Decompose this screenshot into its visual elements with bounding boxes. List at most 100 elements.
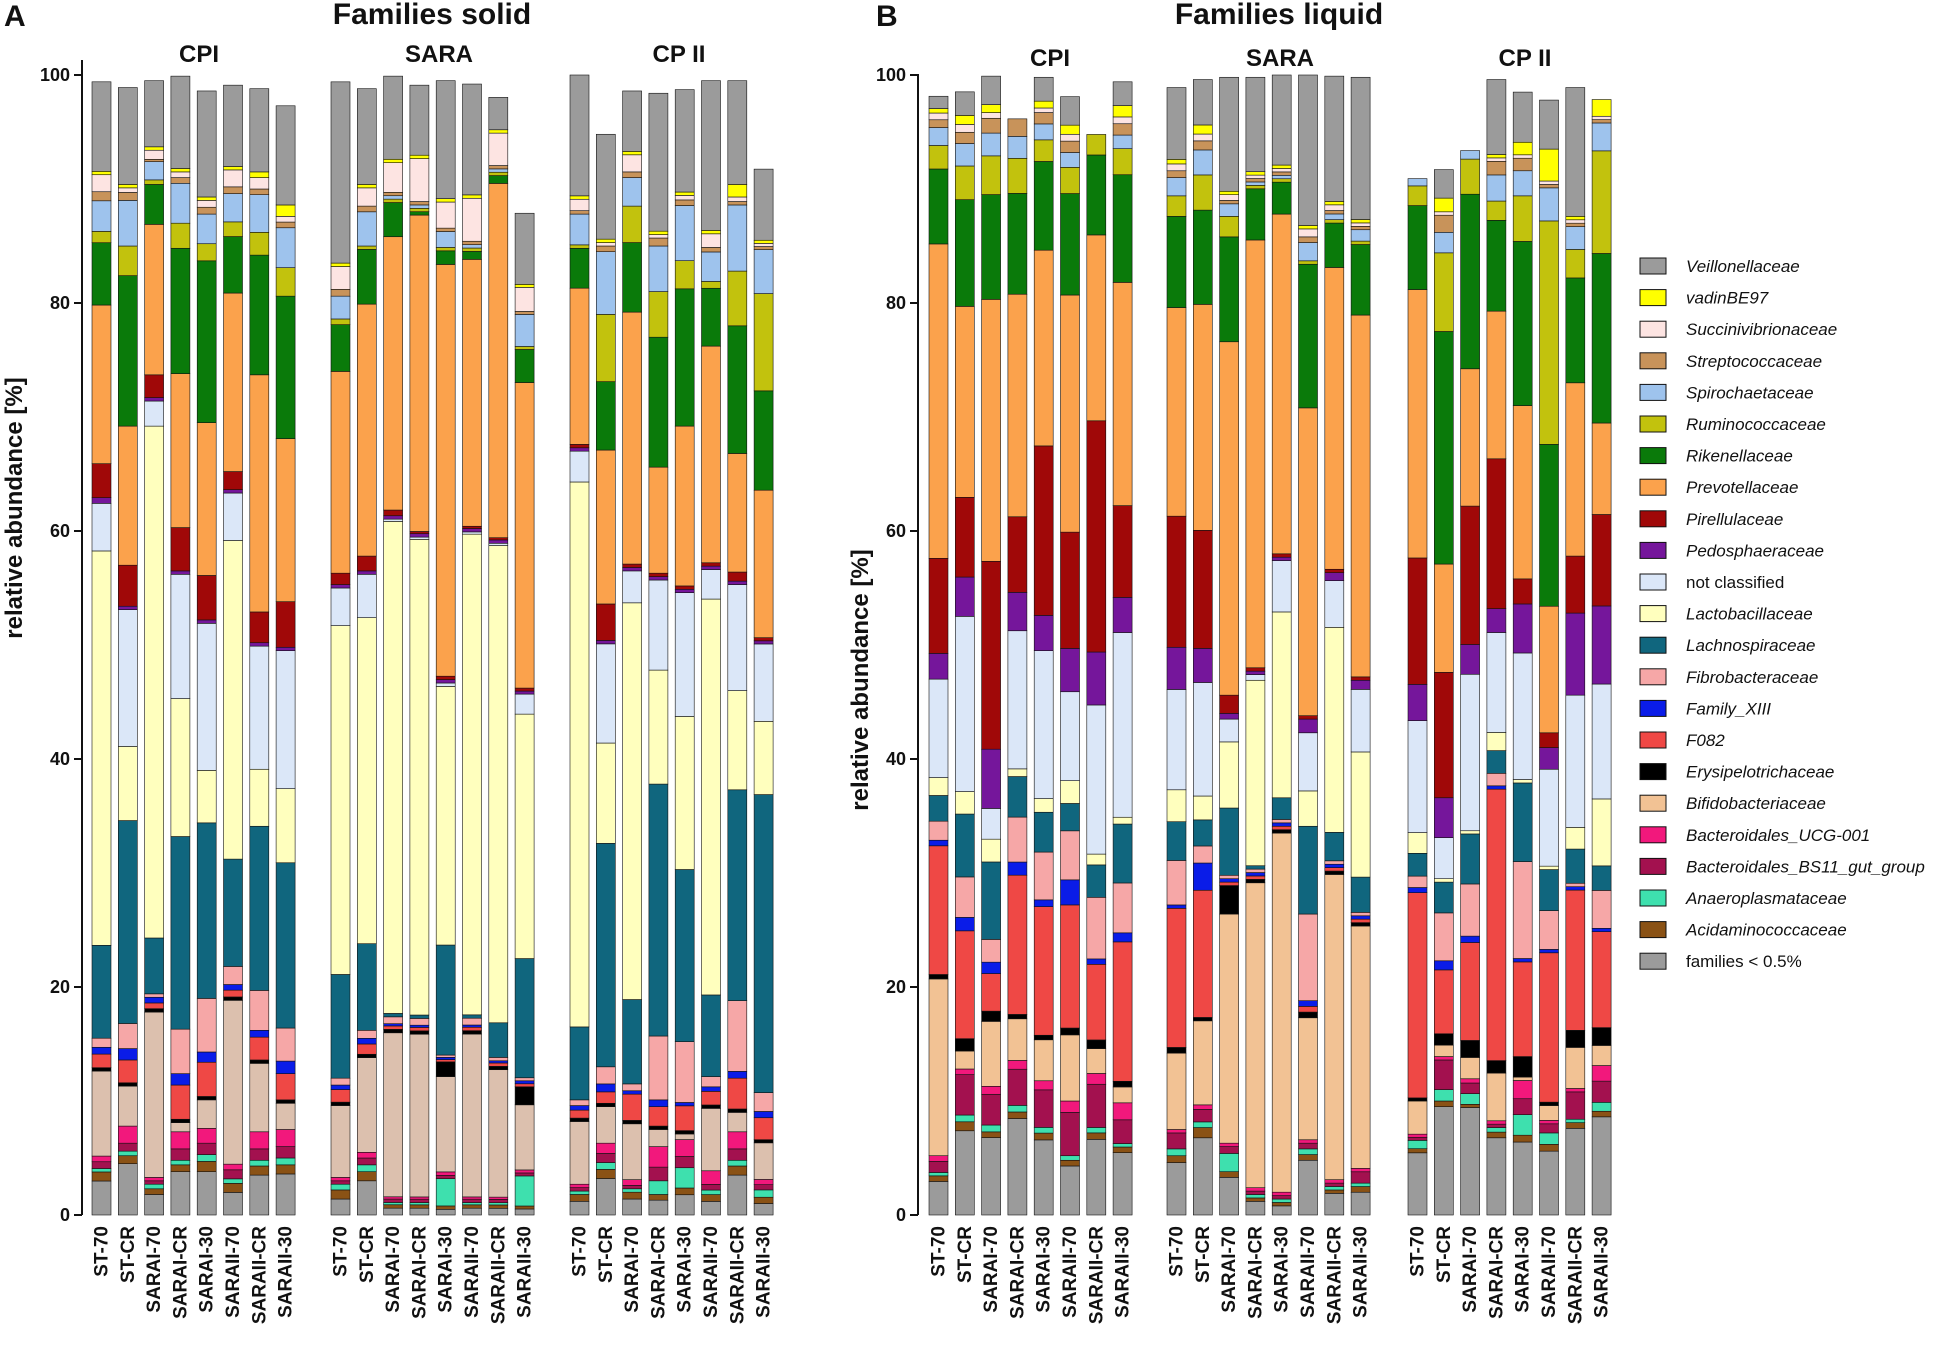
segment-fibrobacteraceae [753, 1092, 774, 1112]
segment-pirellulaceae [1033, 445, 1054, 616]
segment-erysipelotrichaceae [1407, 1097, 1428, 1102]
segment-anaeroplasmataceae [981, 1124, 1001, 1133]
segment-f082 [1434, 969, 1454, 1035]
segment-prevotellaceae [118, 425, 138, 566]
segment-anaeroplasmataceae [356, 1164, 377, 1172]
segment-pirellulaceae [356, 555, 377, 572]
segment-veillonellaceae [1060, 96, 1080, 126]
segment-bifidobacteriaceae [595, 1106, 616, 1144]
segment-ruminococcaceae [1219, 216, 1239, 238]
segment-vadinbe97 [330, 262, 351, 267]
legend-swatch-pirellulaceae [1639, 510, 1667, 528]
bar-sara-saraii-cr [488, 97, 509, 1216]
segment-anaeroplasmataceae [330, 1183, 351, 1191]
legend-label-lactobacillaceae: Lactobacillaceae [1686, 605, 1813, 624]
segment-pedosphaeraceae [170, 570, 191, 575]
segment-ruminococcaceae [144, 179, 164, 185]
segment-prevotellaceae [330, 371, 351, 574]
segment-acidaminococcaceae [1434, 1100, 1454, 1107]
segment-lachnospiraceae [1324, 832, 1345, 862]
segment-streptococcaceae [753, 246, 774, 250]
segment-f082 [514, 1083, 535, 1088]
segment-lachnospiraceae [330, 974, 351, 1079]
segment-bacteroidales-ucg-001 [1324, 1179, 1345, 1184]
segment-streptococcaceae [648, 237, 669, 247]
segment-f082 [1166, 908, 1187, 1048]
segment-family-xiii [1219, 878, 1239, 883]
segment-rikenellaceae [1245, 188, 1266, 241]
segment-lachnospiraceae [595, 843, 616, 1068]
segment-lactobacillaceae [1033, 798, 1054, 813]
segment-acidaminococcaceae [954, 1121, 975, 1132]
segment-pirellulaceae [1407, 557, 1428, 685]
segment-bacteroidales-ucg-001 [249, 1131, 270, 1150]
segment-f082 [1350, 918, 1371, 923]
x-label-sara-saraii-30: SARAII-30 [515, 1226, 536, 1318]
segment-pirellulaceae [569, 444, 590, 449]
segment-erysipelotrichaceae [409, 1030, 430, 1035]
bar-sara-sarai-70 [383, 75, 403, 1216]
segment-rikenellaceae [118, 275, 138, 427]
segment-bacteroidales-bs11-gut-group [595, 1153, 616, 1163]
segment-ruminococcaceae [223, 221, 243, 237]
segment-lachnospiraceae [1007, 776, 1028, 818]
segment-fibrobacteraceae [1060, 830, 1080, 881]
panel-b-y-ticks: 0 20 40 60 80 100 [876, 65, 918, 1225]
segment-fibrobacteraceae [1565, 882, 1586, 887]
segment-spirochaetaceae [1324, 213, 1345, 220]
segment-ruminococcaceae [1271, 178, 1292, 183]
segment-family-xiii [1193, 862, 1213, 891]
segment-rikenellaceae [144, 184, 164, 225]
segment-rikenellaceae [701, 287, 721, 347]
segment-acidaminococcaceae [91, 1171, 112, 1182]
segment-acidaminococcaceae [1539, 1144, 1559, 1152]
segment-lachnospiraceae [1591, 865, 1612, 891]
segment-succinivibrionaceae [701, 233, 721, 248]
segment-veillonellaceae [1112, 81, 1133, 106]
segment-spirochaetaceae [1565, 226, 1586, 250]
bar-cp-ii-sarai-cr [1486, 79, 1507, 1216]
segment-lactobacillaceae [91, 550, 112, 946]
segment-succinivibrionaceae [1350, 222, 1371, 227]
x-label-cpi-st-70: ST-70 [929, 1226, 950, 1277]
segment-bacteroidales-ucg-001 [1407, 1133, 1428, 1138]
segment-veillonellaceae [144, 80, 164, 148]
segment-f082 [648, 1106, 669, 1127]
segment-veillonellaceae [1324, 75, 1345, 202]
segment-spirochaetaceae [595, 251, 616, 315]
segment-rikenellaceae [249, 254, 270, 376]
legend-swatch-f082 [1639, 731, 1667, 749]
segment-pedosphaeraceae [981, 748, 1001, 809]
segment-prevotellaceae [1219, 341, 1239, 696]
segment-not-classified [595, 643, 616, 744]
legend-label-pedosphaeraceae: Pedosphaeraceae [1686, 541, 1824, 560]
segment-prevotellaceae [223, 292, 243, 472]
segment-ruminococcaceae [249, 232, 270, 256]
segment-pirellulaceae [595, 603, 616, 641]
segment-succinivibrionaceae [1060, 133, 1080, 142]
x-label-cp-ii-sarai-cr: SARAI-CR [1486, 1226, 1507, 1319]
segment-vadinbe97 [409, 154, 430, 159]
segment-bacteroidales-bs11-gut-group [144, 1180, 164, 1185]
segment-lachnospiraceae [356, 943, 377, 1031]
segment-families-0-5 [1486, 1137, 1507, 1216]
segment-not-classified [1407, 720, 1428, 833]
segment-vadinbe97 [1112, 105, 1133, 118]
segment-pirellulaceae [954, 497, 975, 578]
segment-lachnospiraceae [118, 820, 138, 1024]
segment-family-xiii [1539, 949, 1559, 954]
segment-ruminococcaceae [1245, 185, 1266, 190]
segment-streptococcaceae [1007, 118, 1028, 137]
segment-acidaminococcaceae [928, 1175, 949, 1182]
segment-fibrobacteraceae [569, 1099, 590, 1106]
segment-spirochaetaceae [275, 227, 296, 268]
segment-families-0-5 [488, 1207, 509, 1216]
bar-cp-ii-st-70 [1407, 178, 1428, 1216]
segment-bacteroidales-ucg-001 [981, 1086, 1001, 1095]
segment-prevotellaceae [1512, 405, 1533, 580]
segment-bacteroidales-ucg-001 [595, 1142, 616, 1154]
segment-families-0-5 [1512, 1141, 1533, 1216]
segment-streptococcaceae [1434, 214, 1454, 233]
segment-bacteroidales-bs11-gut-group [330, 1180, 351, 1185]
segment-ruminococcaceae [954, 165, 975, 200]
